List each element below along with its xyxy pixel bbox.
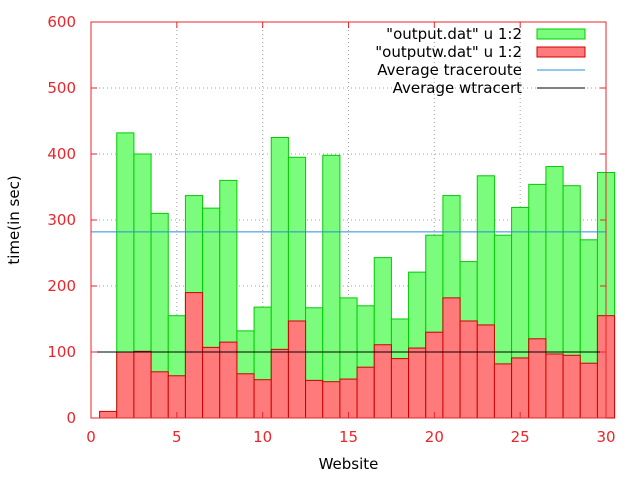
x-tick-label: 10: [253, 428, 272, 446]
bar: [322, 381, 341, 419]
bar: [425, 331, 444, 419]
x-tick-label: 15: [339, 428, 358, 446]
x-tick-label: 0: [86, 428, 96, 446]
legend-label: "output.dat" u 1:2: [386, 25, 522, 43]
bar: [287, 320, 307, 419]
bar: [476, 324, 495, 419]
y-tick-label: 500: [47, 79, 76, 97]
bar: [511, 357, 530, 419]
bar: [236, 373, 255, 419]
bar: [270, 348, 289, 419]
x-tick-label: 20: [425, 428, 444, 446]
bar: [562, 354, 581, 419]
y-tick-label: 400: [47, 145, 76, 163]
bars: [99, 132, 616, 419]
bar: [356, 366, 375, 419]
bar: [442, 297, 461, 419]
bar: [219, 341, 238, 419]
bar: [579, 362, 598, 419]
ticks: 0 100 200 300 400 500 600 0 5 10 15 20 25 30: [47, 13, 615, 446]
bar: [167, 375, 186, 419]
bar: [493, 363, 513, 419]
bar: [184, 292, 204, 419]
y-tick-label: 100: [47, 343, 76, 361]
bar: [202, 346, 221, 419]
bar: [459, 320, 478, 419]
bar: [133, 350, 152, 419]
reference-lines: [91, 231, 606, 353]
bar: [322, 154, 341, 419]
legend: "output.dat" u 1:2"outputw.dat" u 1:2Ave…: [375, 25, 586, 97]
y-tick-label: 300: [47, 211, 76, 229]
bar: [116, 351, 135, 419]
bar: [528, 338, 547, 419]
y-tick-label: 600: [47, 13, 76, 31]
bar: [150, 371, 169, 419]
legend-label: Average traceroute: [377, 61, 522, 79]
bar: [390, 358, 410, 419]
bar: [408, 347, 427, 419]
y-tick-label: 200: [47, 277, 76, 295]
x-axis-title: Website: [319, 455, 379, 473]
bar: [99, 410, 118, 419]
legend-label: "outputw.dat" u 1:2: [375, 43, 522, 61]
bar: [373, 344, 392, 419]
x-tick-label: 30: [596, 428, 615, 446]
legend-swatch: [536, 46, 586, 58]
bar: [545, 353, 564, 419]
legend-swatch: [536, 28, 586, 40]
y-tick-label: 0: [66, 409, 76, 427]
legend-label: Average wtracert: [393, 79, 523, 97]
y-axis-title: time(in sec): [5, 175, 23, 264]
x-tick-label: 5: [172, 428, 182, 446]
x-tick-label: 25: [511, 428, 530, 446]
bar: [305, 379, 324, 419]
